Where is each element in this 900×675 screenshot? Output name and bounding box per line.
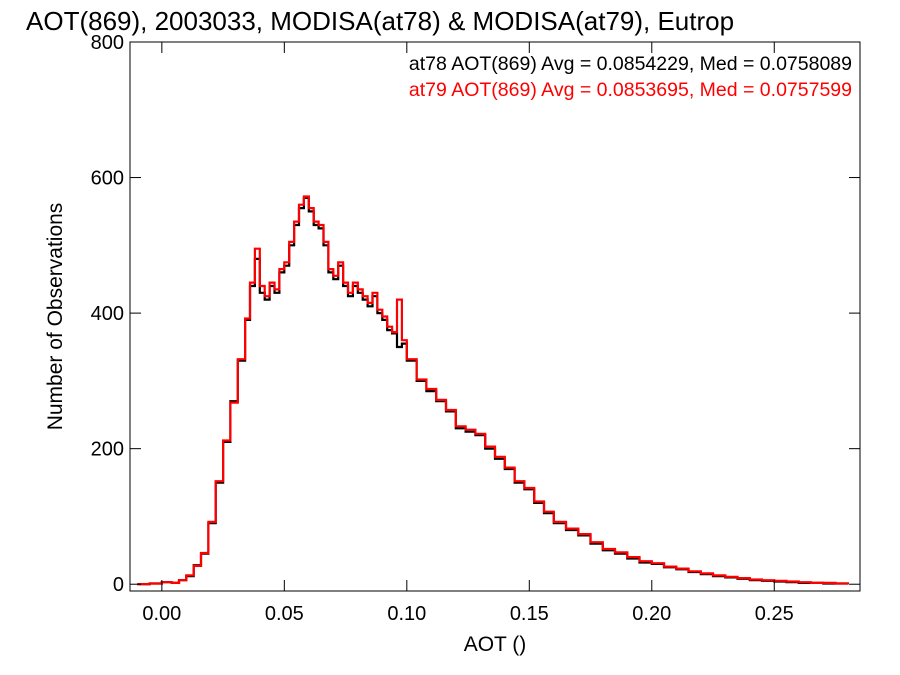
x-axis-label: AOT () bbox=[464, 633, 527, 656]
y-axis-ticks: 0 200 400 600 800 bbox=[91, 32, 860, 596]
y-tick-label: 600 bbox=[91, 168, 124, 190]
x-tick-label: 0.20 bbox=[632, 603, 671, 625]
y-tick-label: 200 bbox=[91, 439, 124, 461]
y-tick-label: 400 bbox=[91, 303, 124, 325]
series-line-at79 bbox=[137, 195, 849, 586]
chart-title: AOT(869), 2003033, MODISA(at78) & MODISA… bbox=[26, 6, 734, 36]
x-tick-label: 0.25 bbox=[755, 603, 794, 625]
legend-entry-at78: at78 AOT(869) Avg = 0.0854229, Med = 0.0… bbox=[409, 53, 852, 75]
legend: at78 AOT(869) Avg = 0.0854229, Med = 0.0… bbox=[409, 53, 852, 101]
x-tick-label: 0.00 bbox=[142, 603, 181, 625]
x-tick-label: 0.05 bbox=[265, 603, 304, 625]
x-tick-label: 0.10 bbox=[387, 603, 426, 625]
legend-entry-at79: at79 AOT(869) Avg = 0.0853695, Med = 0.0… bbox=[409, 79, 852, 101]
y-tick-label: 800 bbox=[91, 32, 124, 54]
plot-lines bbox=[137, 195, 849, 586]
x-axis-ticks: 0.00 0.05 0.10 0.15 0.20 0.25 bbox=[142, 42, 794, 625]
y-axis-label: Number of Observations bbox=[44, 203, 67, 431]
plot-frame bbox=[129, 41, 861, 592]
y-tick-label: 0 bbox=[113, 574, 124, 596]
x-tick-label: 0.15 bbox=[510, 603, 549, 625]
series-line-at78 bbox=[137, 196, 849, 586]
